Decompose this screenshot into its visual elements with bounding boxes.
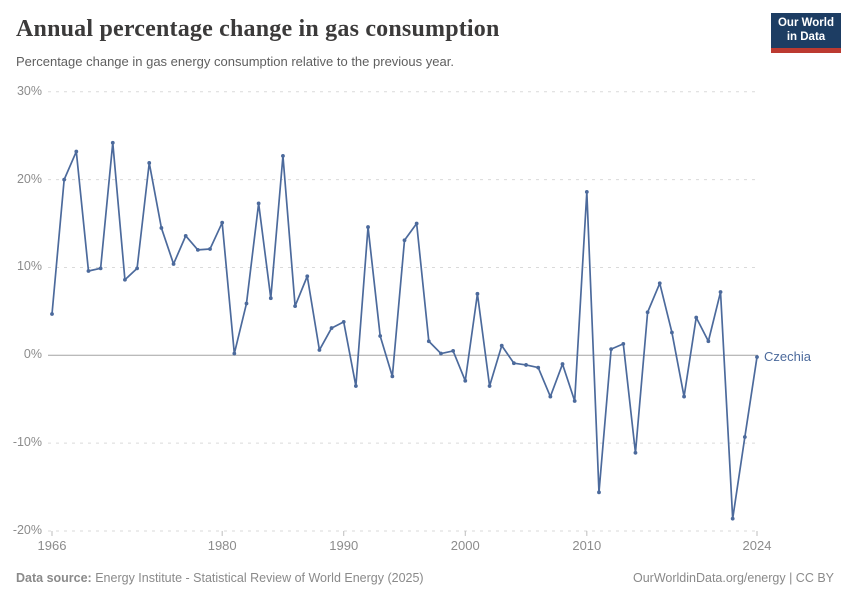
data-point <box>183 233 188 238</box>
data-point <box>499 343 504 348</box>
data-point <box>390 374 395 379</box>
data-point <box>159 226 164 230</box>
data-point <box>378 334 383 338</box>
data-point <box>305 274 310 279</box>
owid-logo-line1: Our World <box>777 17 834 29</box>
page-title: Annual percentage change in gas consumpt… <box>16 16 500 42</box>
chart-subtitle: Percentage change in gas energy consumpt… <box>16 54 454 69</box>
data-point <box>74 149 79 154</box>
data-point <box>86 269 91 273</box>
data-point <box>353 384 358 388</box>
data-point <box>694 315 699 320</box>
data-point <box>682 394 686 399</box>
data-point <box>475 291 480 296</box>
data-point <box>706 339 711 344</box>
data-point <box>451 349 456 353</box>
data-point <box>755 355 759 359</box>
x-axis-tick-label: 2010 <box>572 538 602 553</box>
data-point <box>329 326 334 330</box>
data-point <box>463 378 468 383</box>
data-line-czechia <box>51 141 758 520</box>
y-axis-tick-label: 0% <box>23 347 42 362</box>
data-point <box>110 140 115 145</box>
data-point <box>439 351 443 356</box>
x-axis-tick-label: 1966 <box>37 538 67 553</box>
data-point <box>718 290 723 294</box>
data-point <box>621 341 626 346</box>
data-point <box>548 394 553 399</box>
y-axis-tick-label: -10% <box>12 435 42 450</box>
data-point <box>536 365 541 370</box>
data-point <box>402 238 407 243</box>
data-point <box>281 154 285 158</box>
data-point <box>98 266 103 271</box>
data-point <box>123 277 127 282</box>
data-source-label: Data source: <box>16 571 92 585</box>
y-axis-tick-label: 10% <box>16 259 42 274</box>
license-link[interactable]: OurWorldinData.org/energy | CC BY <box>632 571 834 585</box>
x-axis-tick-label: 1990 <box>329 538 359 553</box>
y-axis-tick-label: 20% <box>16 171 42 186</box>
data-point <box>597 490 601 495</box>
data-source-text: Energy Institute - Statistical Review of… <box>91 571 424 585</box>
data-point <box>572 399 577 403</box>
data-point <box>657 281 662 286</box>
data-point <box>317 348 322 352</box>
data-point <box>50 312 54 316</box>
data-source-note: Data source: Energy Institute - Statisti… <box>16 571 424 585</box>
data-point <box>633 450 638 455</box>
owid-logo-line2: in Data <box>786 31 826 43</box>
owid-logo[interactable]: Our World in Data <box>771 13 841 53</box>
data-point <box>524 363 528 367</box>
data-point <box>341 320 346 324</box>
data-point <box>511 361 516 366</box>
y-axis-tick-label: 30% <box>16 83 42 98</box>
data-point <box>584 190 589 194</box>
data-point <box>244 301 249 306</box>
data-point <box>293 304 298 309</box>
data-point <box>742 435 747 439</box>
data-point <box>609 347 614 352</box>
data-point <box>256 201 261 206</box>
y-axis-tick-label: -20% <box>12 522 42 537</box>
data-point <box>366 225 370 229</box>
x-axis-tick-label: 1980 <box>207 538 237 553</box>
data-point <box>195 248 200 252</box>
data-point <box>232 351 237 356</box>
x-axis-tick-label: 2024 <box>742 538 772 553</box>
series-label-czechia: Czechia <box>764 349 811 365</box>
data-point <box>414 221 419 226</box>
data-point <box>645 310 650 315</box>
data-point <box>147 161 152 165</box>
data-point <box>670 330 674 335</box>
data-point <box>730 516 735 521</box>
data-point <box>135 266 139 271</box>
data-point <box>426 339 431 344</box>
data-point <box>268 296 273 301</box>
data-point <box>220 220 225 225</box>
data-point <box>560 362 565 366</box>
x-axis-tick-label: 2000 <box>450 538 480 553</box>
data-point <box>62 177 67 182</box>
data-point <box>487 384 492 388</box>
data-point <box>171 262 176 266</box>
data-point <box>208 247 212 251</box>
